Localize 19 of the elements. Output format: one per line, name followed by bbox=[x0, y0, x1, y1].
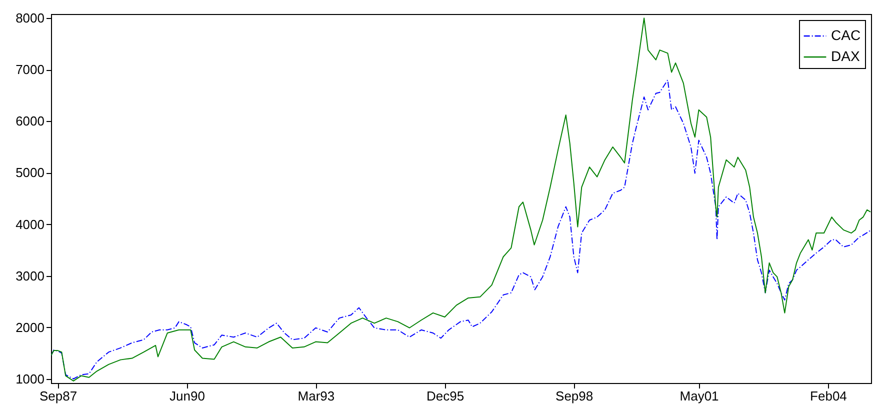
y-tick-label: 5000 bbox=[16, 165, 44, 180]
x-tick-label: Sep87 bbox=[40, 388, 78, 404]
y-tick-label: 2000 bbox=[16, 320, 44, 335]
line-series bbox=[51, 79, 871, 380]
legend-label: DAX bbox=[831, 48, 860, 64]
x-tick-label: Mar93 bbox=[298, 388, 335, 404]
y-tick-label: 8000 bbox=[16, 10, 44, 26]
y-tick-label: 7000 bbox=[16, 62, 44, 78]
y-tick-label: 1000 bbox=[16, 371, 44, 386]
y-tick-label: 3000 bbox=[16, 268, 44, 284]
legend-label: CAC bbox=[831, 27, 861, 43]
y-tick-label: 6000 bbox=[16, 114, 44, 129]
x-tick-label: Jun90 bbox=[170, 388, 205, 404]
x-tick-label: Feb04 bbox=[810, 388, 847, 404]
x-tick-label: May01 bbox=[680, 388, 719, 404]
x-tick-label: Dec95 bbox=[426, 388, 464, 404]
y-tick-label: 4000 bbox=[16, 216, 44, 232]
x-tick-label: Sep98 bbox=[556, 388, 594, 404]
line-series bbox=[51, 18, 871, 382]
